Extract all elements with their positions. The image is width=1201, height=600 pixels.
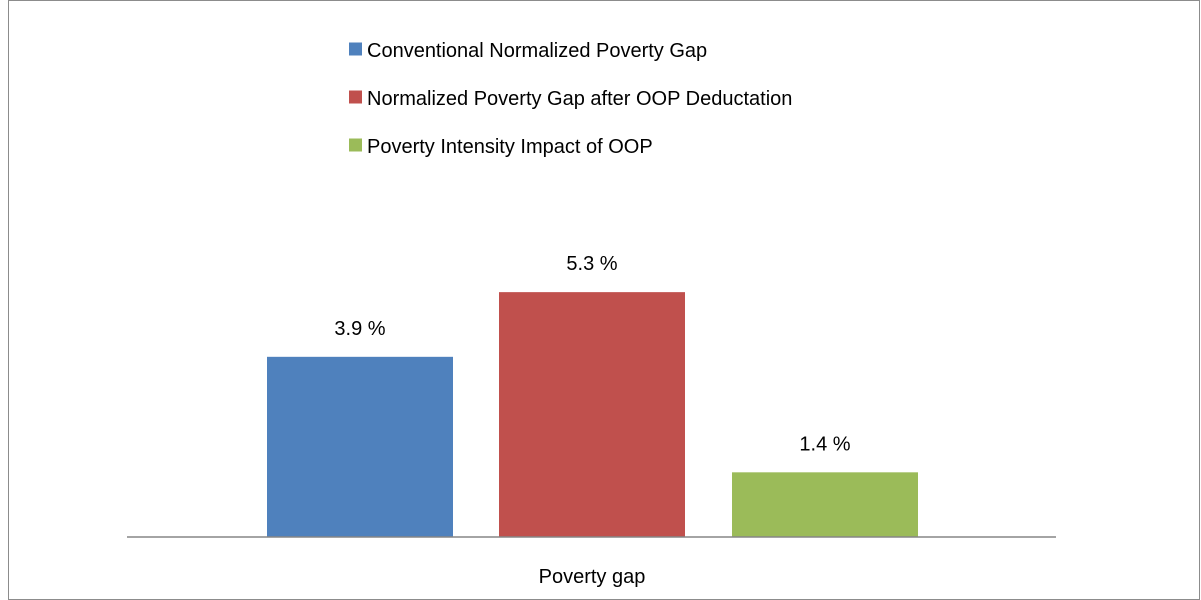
category-label: Poverty gap <box>539 566 646 588</box>
legend-swatch-3 <box>349 138 362 152</box>
legend-label-2: Normalized Poverty Gap after OOP Deducta… <box>367 88 792 110</box>
data-label-2: 5.3 % <box>566 253 617 275</box>
legend-swatch-2 <box>349 90 362 104</box>
bar-2 <box>499 292 685 537</box>
legend-label-1: Conventional Normalized Poverty Gap <box>367 40 707 62</box>
legend: Conventional Normalized Poverty Gap Norma… <box>349 40 792 158</box>
category-labels: Poverty gap <box>539 566 646 588</box>
bar-1 <box>267 356 453 537</box>
data-label-3: 1.4 % <box>799 433 850 455</box>
data-label-1: 3.9 % <box>334 318 385 340</box>
legend-swatch-1 <box>349 42 362 56</box>
bars: 3.9 % 5.3 % 1.4 % <box>267 253 918 537</box>
legend-label-3: Poverty Intensity Impact of OOP <box>367 136 653 158</box>
bar-3 <box>732 472 918 537</box>
